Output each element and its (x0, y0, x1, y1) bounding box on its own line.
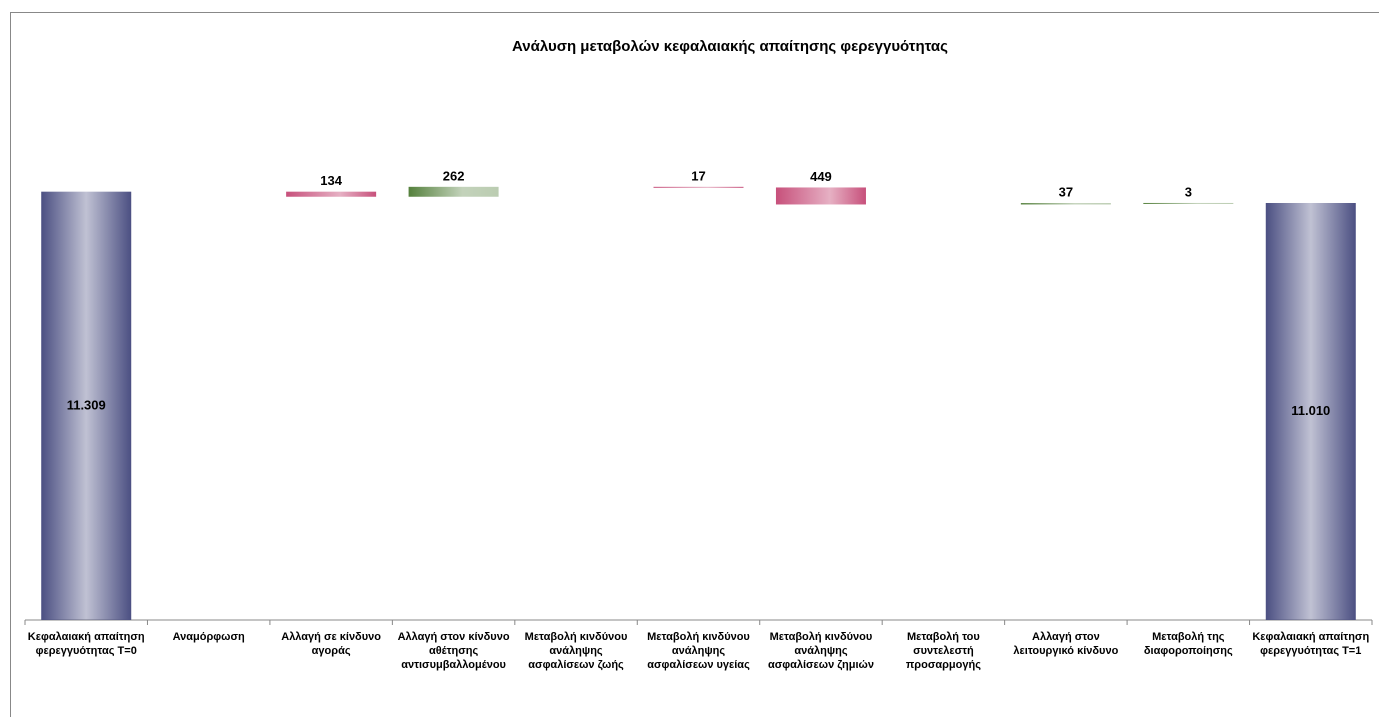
data-label: 11.010 (1291, 403, 1330, 418)
bar (1020, 203, 1111, 205)
bar (1143, 202, 1234, 204)
x-tick-label: Μεταβολή του συντελεστή προσαρμογής (905, 631, 981, 671)
data-label: 3 (1185, 184, 1192, 199)
data-label: 262 (443, 168, 465, 183)
x-tick-label: Μεταβολή κινδύνου ανάληψης ασφαλίσεων ζω… (524, 631, 628, 671)
bar (41, 191, 132, 620)
x-tick-label: Μεταβολή κινδύνου ανάληψης ασφαλίσεων ζη… (767, 631, 874, 671)
x-tick-label: Μεταβολή της διαφοροποίησης (1143, 631, 1233, 657)
x-tick-label: Αλλαγή στον κίνδυνο αθέτησης αντισυμβαλλ… (397, 631, 510, 671)
x-tick-label: Αλλαγή στον λειτουργικό κίνδυνο (1013, 631, 1119, 657)
bar (653, 186, 744, 188)
data-label: 17 (691, 168, 705, 183)
data-label: 37 (1059, 185, 1073, 200)
data-label: 11.309 (67, 397, 106, 412)
data-label: 449 (810, 169, 832, 184)
x-tick-label: Μεταβολή κινδύνου ανάληψης ασφαλίσεων υγ… (647, 631, 750, 671)
x-tick-label: Κεφαλαιακή απαίτηση φερεγγυότητας Τ=0 (27, 631, 145, 657)
x-tick-label: Αναμόρφωση (172, 631, 245, 643)
x-tick-label: Αλλαγή σε κίνδυνο αγοράς (281, 631, 381, 657)
chart-border (10, 12, 1379, 717)
chart-title: Ανάλυση μεταβολών κεφαλαιακής απαίτησης … (512, 38, 948, 55)
bar (775, 187, 866, 205)
bar (1265, 202, 1356, 620)
bar (286, 191, 377, 197)
bar (408, 186, 499, 197)
x-tick-label: Κεφαλαιακή απαίτηση φερεγγυότητας Τ=1 (1252, 631, 1370, 657)
data-label: 134 (320, 173, 342, 188)
